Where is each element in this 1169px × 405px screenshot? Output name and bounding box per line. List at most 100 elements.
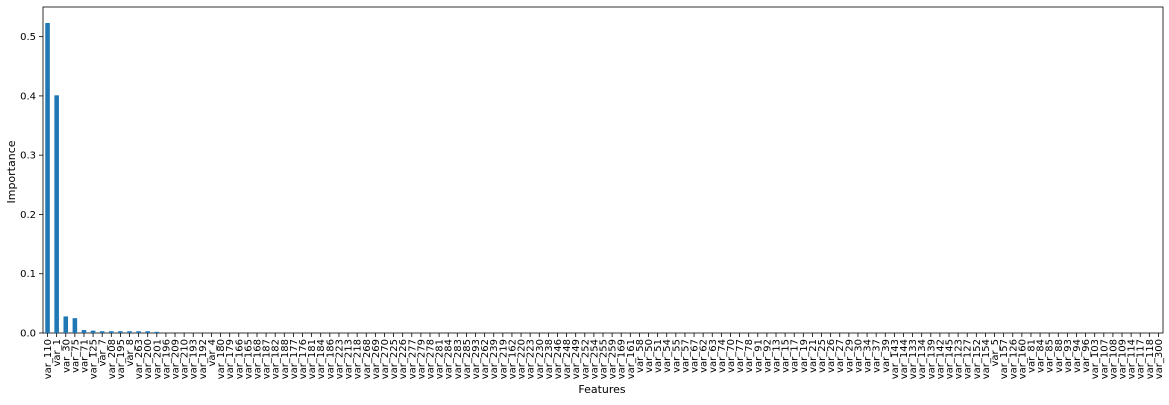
x-tick-label: var_127 (963, 339, 974, 379)
x-tick-label: var_51 (653, 339, 664, 373)
x-tick-label: var_1 (52, 339, 63, 367)
x-tick-label: var_84 (1036, 339, 1047, 373)
x-tick-label: var_152 (972, 339, 983, 379)
x-tick-label: var_283 (453, 339, 464, 379)
x-tick-label: var_162 (507, 339, 518, 379)
x-tick-label: var_142 (935, 339, 946, 379)
x-tick-label: var_143 (890, 339, 901, 379)
x-tick-label: var_125 (89, 339, 100, 379)
x-tick-label: var_93 (1063, 339, 1074, 373)
x-tick-label: var_196 (161, 339, 172, 379)
x-tick-label: var_192 (198, 339, 209, 379)
x-tick-label: var_54 (662, 339, 673, 373)
x-tick-label: var_70 (726, 339, 737, 373)
x-tick-label: var_57 (680, 339, 691, 373)
x-tick-label: var_109 (1118, 339, 1129, 379)
x-tick-label: var_230 (535, 339, 546, 379)
x-tick-label: var_168 (252, 339, 263, 379)
x-tick-label: var_223 (334, 339, 345, 379)
x-tick-label: var_67 (690, 339, 701, 373)
x-tick-label: var_248 (562, 339, 573, 379)
x-tick-label: var_145 (945, 339, 956, 379)
x-tick-label: var_293 (471, 339, 482, 379)
y-tick-label: 0.0 (20, 329, 36, 340)
x-tick-label: var_255 (599, 339, 610, 379)
x-tick-label: var_144 (899, 339, 910, 379)
y-axis-label: Importance (5, 140, 18, 203)
x-tick-label: var_285 (462, 339, 473, 379)
x-tick-label: var_180 (216, 339, 227, 379)
x-tick-label: var_188 (280, 339, 291, 379)
plot-area (42, 6, 1164, 334)
bar (81, 330, 87, 333)
x-tick-label: var_181 (307, 339, 318, 379)
y-tick-label: 0.5 (20, 32, 36, 43)
x-tick-label: var_21 (808, 339, 819, 373)
bar (109, 331, 114, 333)
x-tick-label: var_201 (152, 339, 163, 379)
bar (145, 331, 150, 333)
x-tick-label: var_187 (262, 339, 273, 379)
y-axis-ticks: 0.0 0.1 0.2 0.3 0.4 0.5 (20, 32, 43, 340)
x-tick-label: var_78 (744, 339, 755, 373)
x-tick-label: var_81 (1026, 339, 1037, 373)
x-tick-label: var_220 (517, 339, 528, 379)
x-tick-label: var_30 (61, 339, 72, 373)
x-tick-label: var_182 (271, 339, 282, 379)
x-tick-label: var_209 (171, 339, 182, 379)
axes-frame (42, 6, 1164, 334)
x-tick-label: var_30 (853, 339, 864, 373)
x-tick-label: var_126 (1008, 339, 1019, 379)
x-tick-label: var_300 (1154, 339, 1165, 379)
x-tick-label: var_134 (917, 339, 928, 379)
x-tick-label: var_117 (1136, 339, 1147, 379)
bar (72, 318, 78, 333)
x-tick-label: var_110 (43, 339, 54, 379)
bar (63, 316, 69, 333)
x-tick-label: var_75 (70, 339, 81, 373)
x-tick-label: var_15 (781, 339, 792, 373)
bar (118, 331, 123, 333)
x-tick-label: var_219 (498, 339, 509, 379)
x-tick-label: var_223 (526, 339, 537, 379)
x-tick-label: var_71 (79, 339, 90, 373)
x-tick-label: var_165 (243, 339, 254, 379)
x-tick-label: var_123 (954, 339, 965, 379)
x-tick-label: var_184 (316, 339, 327, 379)
x-tick-label: var_92 (762, 339, 773, 373)
x-tick-label: var_195 (116, 339, 127, 379)
x-axis-label: Features (578, 383, 626, 396)
x-tick-label: var_218 (353, 339, 364, 379)
x-tick-label: var_58 (635, 339, 646, 373)
bar (45, 23, 50, 334)
bar (54, 95, 59, 333)
bar (127, 331, 132, 333)
x-tick-label: var_8 (125, 339, 136, 367)
x-tick-label: var_157 (999, 339, 1010, 379)
x-tick-label: var_252 (580, 339, 591, 379)
x-tick-label: var_34 (863, 339, 874, 373)
x-tick-label: var_107 (1099, 339, 1110, 379)
x-tick-label: var_91 (753, 339, 764, 373)
x-tick-label: var_114 (1127, 339, 1138, 379)
x-tick-label: var_210 (180, 339, 191, 379)
x-tick-label: var_50 (644, 339, 655, 373)
x-tick-label: var_249 (571, 339, 582, 379)
bar (90, 330, 96, 333)
x-tick-label: var_277 (407, 339, 418, 379)
x-tick-label: var_55 (671, 339, 682, 373)
x-tick-label: var_238 (544, 339, 555, 379)
x-tick-label: var_254 (589, 339, 600, 379)
x-tick-label: var_19 (799, 339, 810, 373)
x-tick-label: var_13 (772, 339, 783, 373)
x-tick-label: var_278 (425, 339, 436, 379)
y-tick-label: 0.3 (20, 151, 36, 162)
x-tick-label: var_63 (708, 339, 719, 373)
x-tick-label: var_246 (553, 339, 564, 379)
y-tick-label: 0.2 (20, 210, 36, 221)
x-tick-label: var_166 (234, 339, 245, 379)
x-tick-label: var_108 (1108, 339, 1119, 379)
x-tick-label: var_176 (298, 339, 309, 379)
x-tick-label: var_259 (608, 339, 619, 379)
